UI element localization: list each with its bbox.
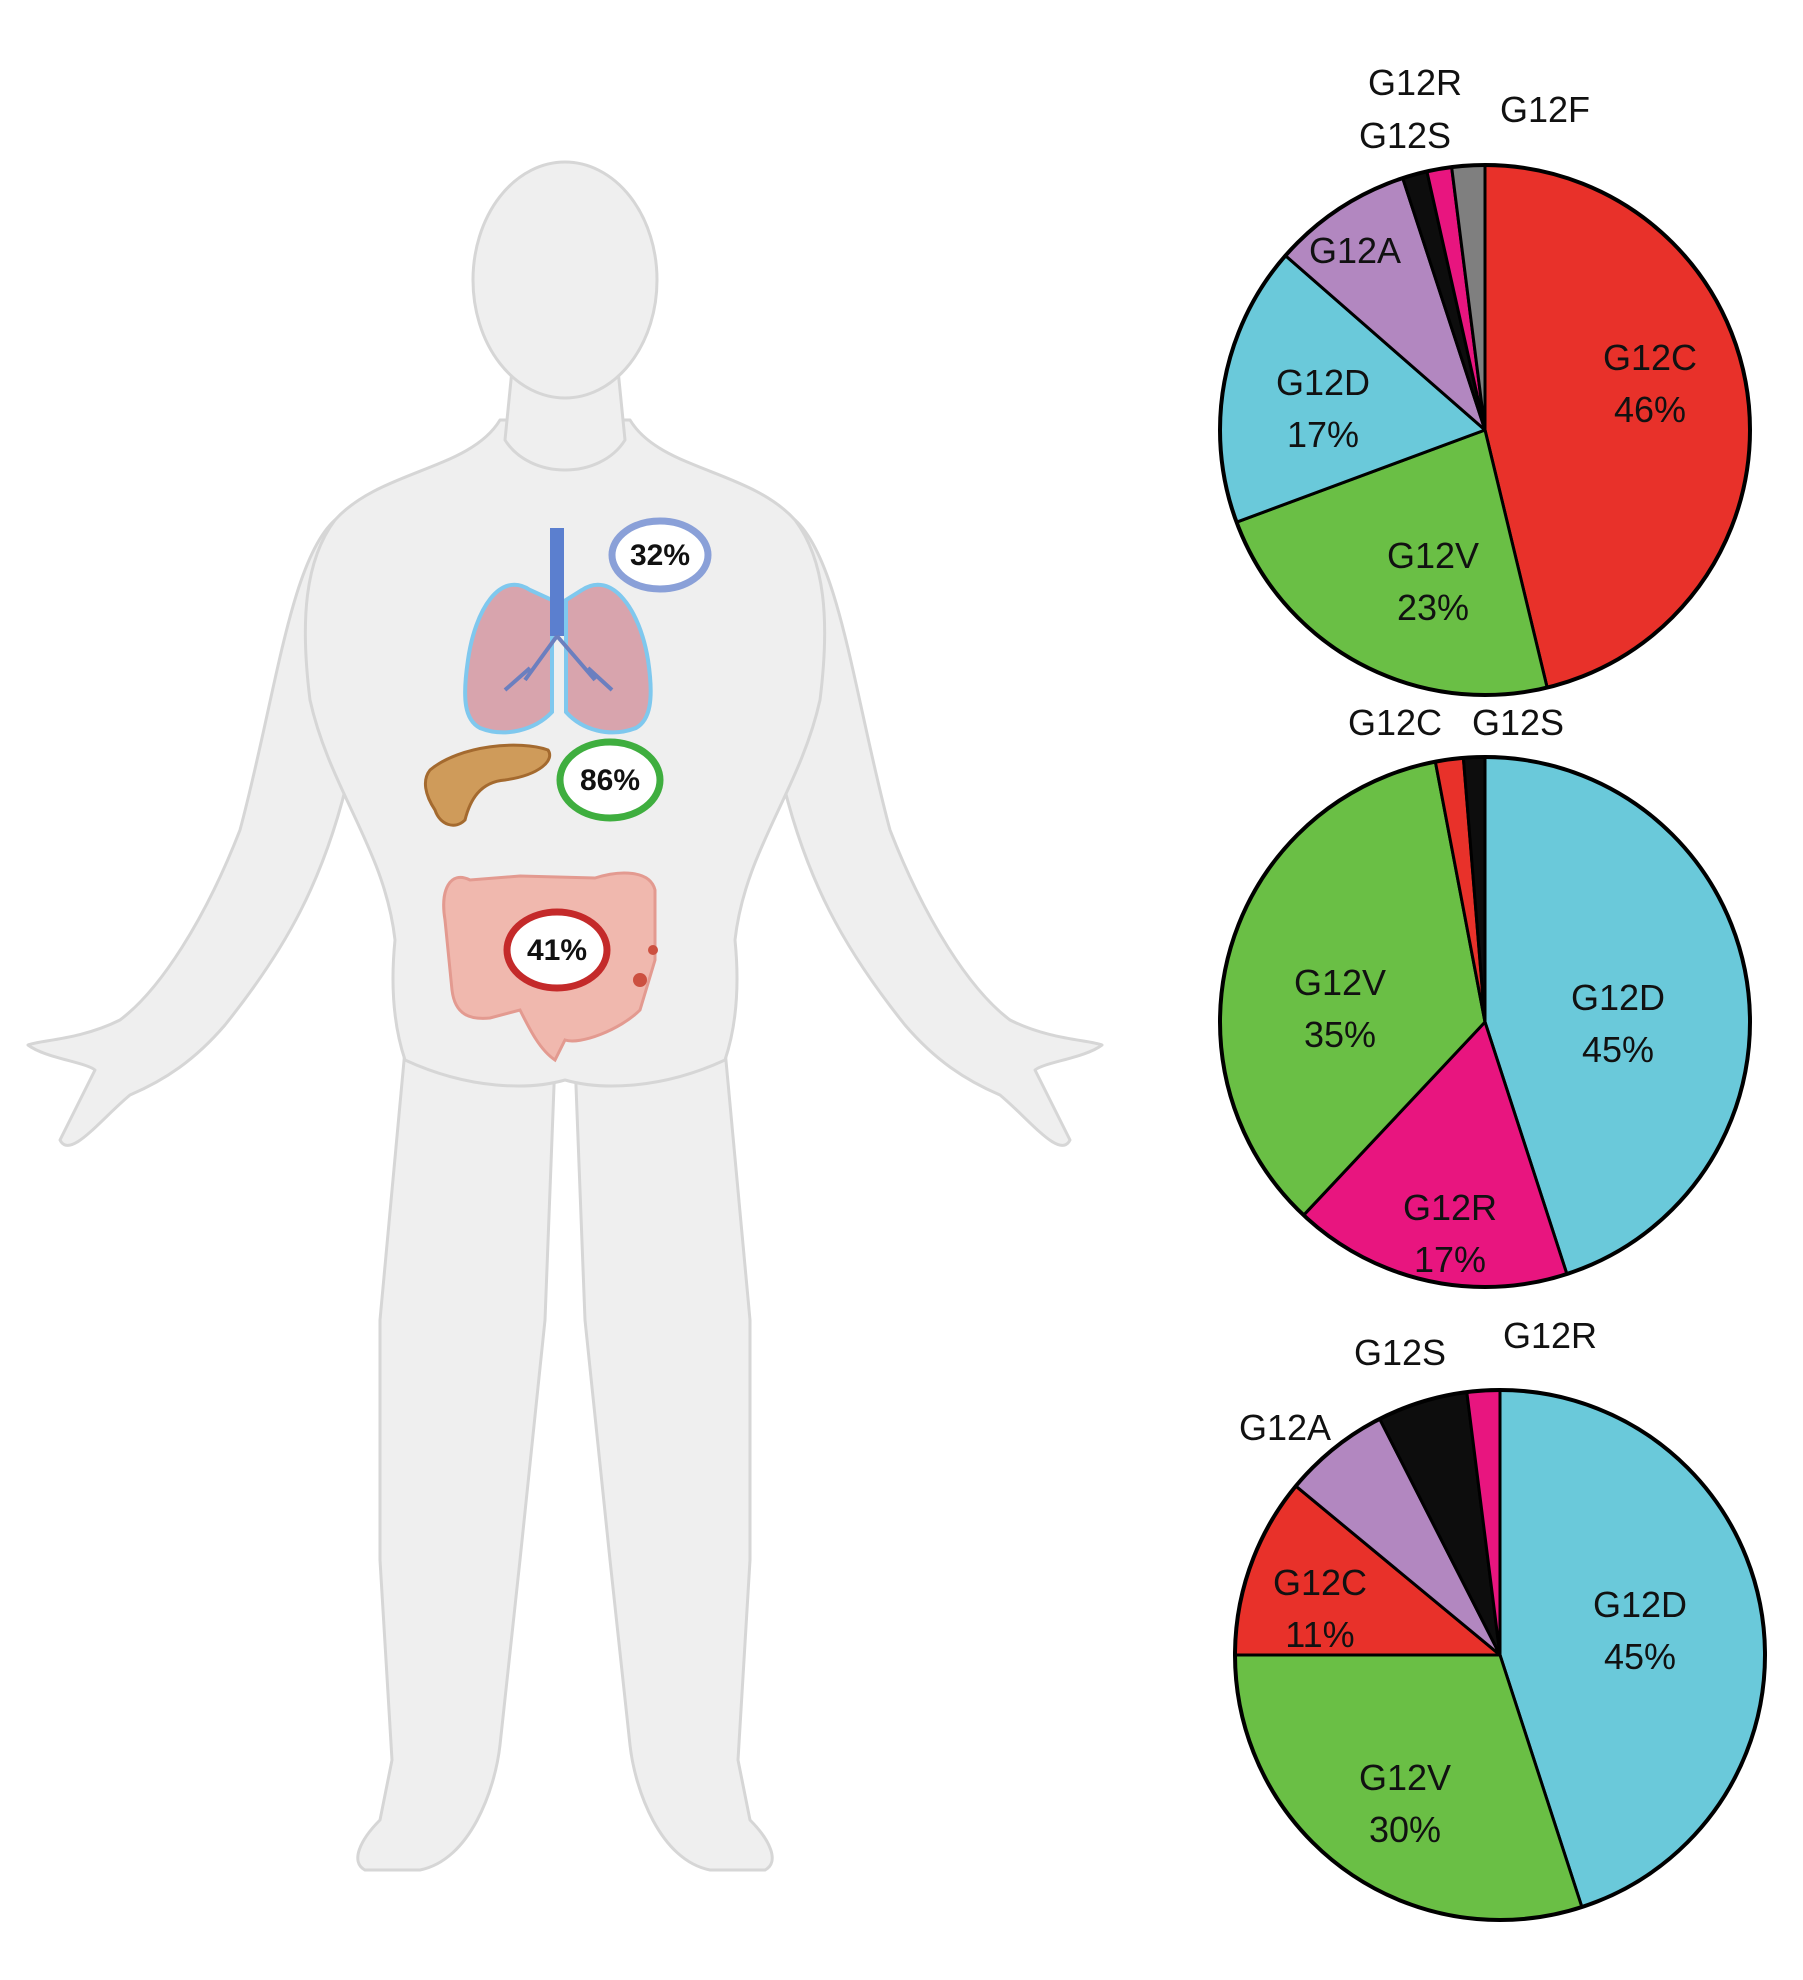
colon-percent-badge xyxy=(503,908,611,992)
left-leg xyxy=(356,1048,557,1872)
human-body-illustration xyxy=(26,160,1104,1872)
pie-1-value-g12d: 17% xyxy=(1287,414,1359,455)
pancreas-illustration xyxy=(423,743,552,827)
pie-1-value-g12v: 23% xyxy=(1397,587,1469,628)
pie-3-label-g12v: G12V xyxy=(1359,1757,1451,1798)
pie-2-label-g12r: G12R xyxy=(1403,1187,1497,1228)
head xyxy=(471,160,659,400)
pie-2-value-g12r: 17% xyxy=(1414,1239,1486,1280)
pancreas-percent-label: 86% xyxy=(580,764,640,797)
right-arm xyxy=(778,518,1104,1147)
pie-2-label-g12c: G12C xyxy=(1348,702,1442,743)
pie-3-label-g12c: G12C xyxy=(1273,1562,1367,1603)
pie-2-outline xyxy=(1218,755,1752,1289)
torso xyxy=(303,418,827,1088)
lung-percent-badge xyxy=(608,517,712,593)
pie-3-label-g12d: G12D xyxy=(1593,1584,1687,1625)
pie-1-label-g12s: G12S xyxy=(1359,115,1451,156)
pie-2-value-g12v: 35% xyxy=(1304,1014,1376,1055)
pie-2-label-g12s: G12S xyxy=(1472,702,1564,743)
left-arm xyxy=(26,518,352,1147)
pie-chart-1: G12C 46% G12V 23% G12D 17% G12A G12S G12R G12F xyxy=(1218,62,1752,697)
pie-1-label-g12r: G12R xyxy=(1368,62,1462,103)
pie-1-label-g12a: G12A xyxy=(1309,230,1401,271)
pie-3-label-g12r: G12R xyxy=(1503,1315,1597,1356)
pie-3-value-g12v: 30% xyxy=(1369,1809,1441,1850)
colon-percent-label: 41% xyxy=(527,934,587,967)
organ-badges: 32% 86% 41% xyxy=(503,517,712,992)
pie-3-value-g12d: 45% xyxy=(1604,1636,1676,1677)
pie-2-label-g12v: G12V xyxy=(1294,962,1386,1003)
pie-3-label-g12a: G12A xyxy=(1239,1407,1331,1448)
pie-3-outline xyxy=(1233,1388,1767,1922)
pie-2-value-g12d: 45% xyxy=(1582,1029,1654,1070)
pie-1-outline xyxy=(1218,163,1752,697)
pie-3-label-g12s: G12S xyxy=(1354,1332,1446,1373)
pie-2-label-g12d: G12D xyxy=(1571,977,1665,1018)
right-leg xyxy=(573,1048,774,1872)
pancreas-percent-badge xyxy=(556,738,664,822)
lungs-illustration xyxy=(463,528,653,735)
pie-1-value-g12c: 46% xyxy=(1614,389,1686,430)
lung-percent-label: 32% xyxy=(630,539,690,572)
pie-1-label-g12f: G12F xyxy=(1500,89,1590,130)
pie-1-label-g12c: G12C xyxy=(1603,337,1697,378)
pie-charts: G12C46%G12V23%G12D17%G12AG12SG12RG12FG12… xyxy=(1218,62,1767,1922)
pie-3-value-g12c: 11% xyxy=(1285,1614,1354,1655)
pie-chart-3: G12D 45% G12V 30% G12C 11% G12A G12S G12R xyxy=(1233,1315,1767,1922)
pie-chart-2: G12D 45% G12R 17% G12V 35% G12C G12S xyxy=(1218,702,1752,1289)
pie-1-label-g12v: G12V xyxy=(1387,535,1479,576)
pie-1-label-g12d: G12D xyxy=(1276,362,1370,403)
